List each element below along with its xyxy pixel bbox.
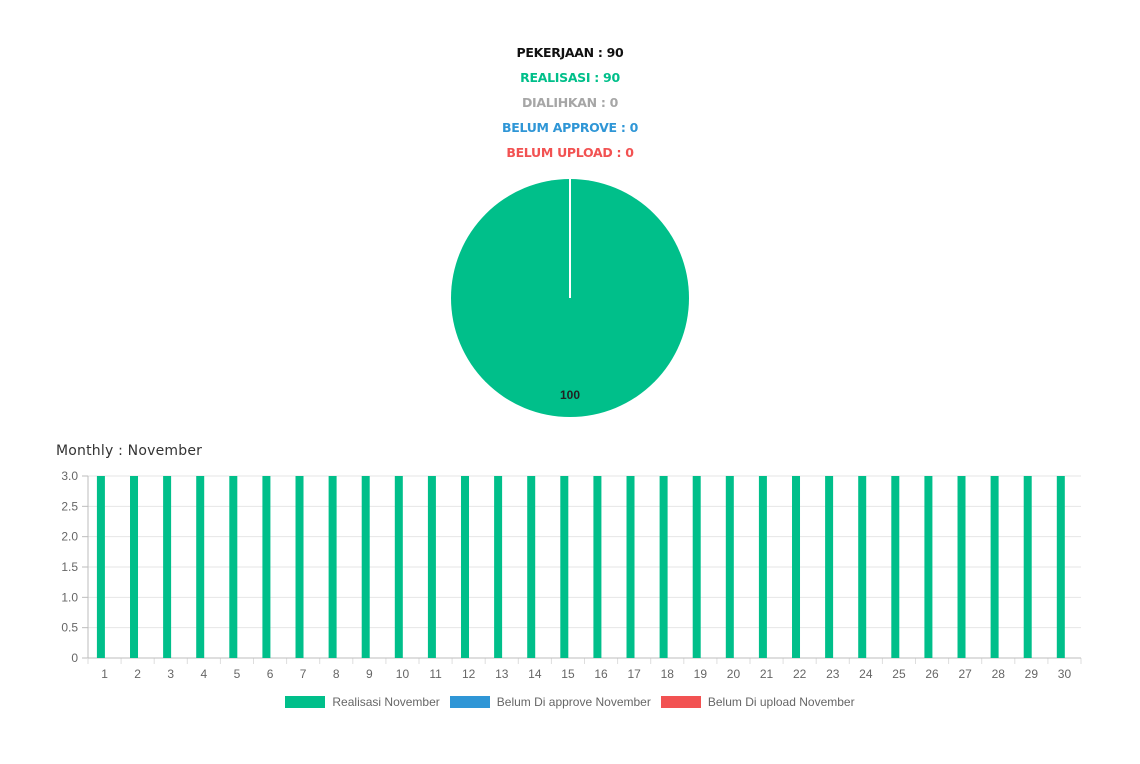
bar-realisasi[interactable] bbox=[792, 476, 801, 658]
bar-realisasi[interactable] bbox=[858, 476, 867, 658]
legend-label: Realisasi November bbox=[332, 695, 440, 709]
bar-realisasi[interactable] bbox=[328, 476, 337, 658]
x-tick-label: 23 bbox=[826, 667, 840, 681]
x-tick-label: 26 bbox=[925, 667, 939, 681]
x-tick-label: 21 bbox=[760, 667, 774, 681]
pie-chart[interactable]: 100 bbox=[440, 168, 700, 428]
legend-swatch bbox=[285, 696, 326, 708]
y-tick-label: 1.5 bbox=[61, 560, 78, 574]
x-tick-label: 12 bbox=[462, 667, 476, 681]
legend-item[interactable]: Belum Di upload November bbox=[660, 695, 855, 709]
monthly-bar-chart[interactable]: 3.02.52.01.51.00.501 2 3 4 5 6 7 8 9 10 11 12 13 14 15… bbox=[0, 460, 1140, 690]
x-tick-label: 10 bbox=[396, 667, 410, 681]
y-tick-label: 0.5 bbox=[61, 621, 78, 635]
bar-realisasi[interactable] bbox=[1023, 476, 1032, 658]
x-tick-label: 5 bbox=[234, 667, 241, 681]
x-tick-label: 13 bbox=[495, 667, 509, 681]
x-tick-label: 15 bbox=[561, 667, 575, 681]
bar-realisasi[interactable] bbox=[560, 476, 569, 658]
x-tick-label: 16 bbox=[594, 667, 608, 681]
pie-data-label: 100 bbox=[560, 388, 580, 402]
legend-swatch bbox=[660, 696, 701, 708]
y-tick-label: 3.0 bbox=[61, 469, 78, 483]
bar-realisasi[interactable] bbox=[494, 476, 503, 658]
bar-realisasi[interactable] bbox=[427, 476, 436, 658]
pekerjaan-count: PEKERJAAN : 90 bbox=[516, 45, 624, 60]
y-tick-label: 0 bbox=[71, 651, 78, 665]
x-tick-label: 29 bbox=[1025, 667, 1039, 681]
monthly-title: Monthly : November bbox=[56, 443, 203, 459]
x-tick-label: 28 bbox=[992, 667, 1006, 681]
x-tick-label: 18 bbox=[661, 667, 675, 681]
y-tick-label: 2.0 bbox=[61, 530, 78, 544]
x-tick-label: 7 bbox=[300, 667, 307, 681]
bar-realisasi[interactable] bbox=[725, 476, 734, 658]
legend-item[interactable]: Realisasi November bbox=[285, 695, 440, 709]
bar-realisasi[interactable] bbox=[758, 476, 767, 658]
x-tick-label: 6 bbox=[267, 667, 274, 681]
bar-realisasi[interactable] bbox=[957, 476, 966, 658]
x-tick-label: 19 bbox=[694, 667, 708, 681]
x-tick-label: 20 bbox=[727, 667, 741, 681]
bar-realisasi[interactable] bbox=[295, 476, 304, 658]
legend-item[interactable]: Belum Di approve November bbox=[449, 695, 651, 709]
bar-realisasi[interactable] bbox=[659, 476, 668, 658]
bar-realisasi[interactable] bbox=[461, 476, 470, 658]
bar-realisasi[interactable] bbox=[593, 476, 602, 658]
bar-realisasi[interactable] bbox=[924, 476, 933, 658]
bar-realisasi[interactable] bbox=[692, 476, 701, 658]
bar-realisasi[interactable] bbox=[891, 476, 900, 658]
realisasi-count: REALISASI : 90 bbox=[520, 70, 620, 85]
summary-panel: PEKERJAAN : 90 REALISASI : 90 DIALIHKAN … bbox=[0, 40, 1140, 165]
bar-realisasi[interactable] bbox=[527, 476, 536, 658]
x-tick-label: 9 bbox=[366, 667, 373, 681]
x-tick-label: 1 bbox=[101, 667, 108, 681]
x-tick-label: 30 bbox=[1058, 667, 1072, 681]
x-tick-label: 24 bbox=[859, 667, 873, 681]
y-tick-label: 2.5 bbox=[61, 499, 78, 513]
x-tick-label: 11 bbox=[429, 667, 442, 681]
chart-legend: Realisasi November Belum Di approve Novem… bbox=[0, 695, 1140, 709]
x-tick-label: 8 bbox=[333, 667, 340, 681]
bar-realisasi[interactable] bbox=[394, 476, 403, 658]
bar-realisasi[interactable] bbox=[361, 476, 370, 658]
x-tick-label: 22 bbox=[793, 667, 807, 681]
bar-realisasi[interactable] bbox=[626, 476, 635, 658]
x-tick-label: 3 bbox=[167, 667, 174, 681]
x-tick-label: 17 bbox=[627, 667, 641, 681]
legend-label: Belum Di approve November bbox=[496, 695, 651, 709]
bar-realisasi[interactable] bbox=[229, 476, 238, 658]
belum-upload-count: BELUM UPLOAD : 0 bbox=[506, 145, 634, 160]
bar-realisasi[interactable] bbox=[163, 476, 172, 658]
bar-realisasi[interactable] bbox=[196, 476, 205, 658]
x-tick-label: 27 bbox=[958, 667, 972, 681]
legend-swatch bbox=[449, 696, 490, 708]
x-tick-label: 2 bbox=[134, 667, 141, 681]
bar-realisasi[interactable] bbox=[1056, 476, 1065, 658]
belum-approve-count: BELUM APPROVE : 0 bbox=[502, 120, 638, 135]
x-tick-label: 14 bbox=[528, 667, 542, 681]
bar-realisasi[interactable] bbox=[262, 476, 271, 658]
bar-realisasi[interactable] bbox=[96, 476, 105, 658]
bar-realisasi[interactable] bbox=[825, 476, 834, 658]
x-tick-label: 25 bbox=[892, 667, 906, 681]
y-tick-label: 1.0 bbox=[61, 590, 78, 604]
dialihkan-count: DIALIHKAN : 0 bbox=[521, 95, 619, 110]
x-tick-label: 4 bbox=[201, 667, 208, 681]
bar-realisasi[interactable] bbox=[130, 476, 139, 658]
bar-realisasi[interactable] bbox=[990, 476, 999, 658]
legend-label: Belum Di upload November bbox=[707, 695, 855, 709]
